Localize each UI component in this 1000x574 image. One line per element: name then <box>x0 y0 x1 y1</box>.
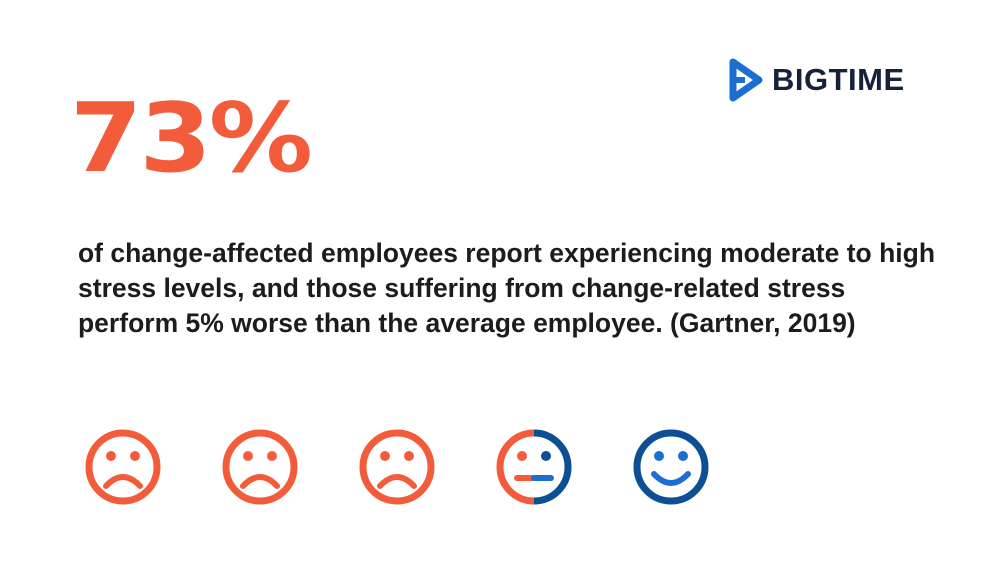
sad-face-icon <box>359 429 435 505</box>
stat-description: of change-affected employees report expe… <box>78 238 936 338</box>
stat-value: 73% <box>70 81 313 194</box>
neutral-face-icon <box>496 429 572 505</box>
happy-face-icon <box>633 429 709 505</box>
sad-face-icon <box>222 429 298 505</box>
bigtime-play-logo-icon <box>729 58 763 102</box>
brand-logo: BIGTIME <box>728 58 905 102</box>
brand-name: BIGTIME <box>772 62 905 97</box>
sad-face-icon <box>85 429 161 505</box>
